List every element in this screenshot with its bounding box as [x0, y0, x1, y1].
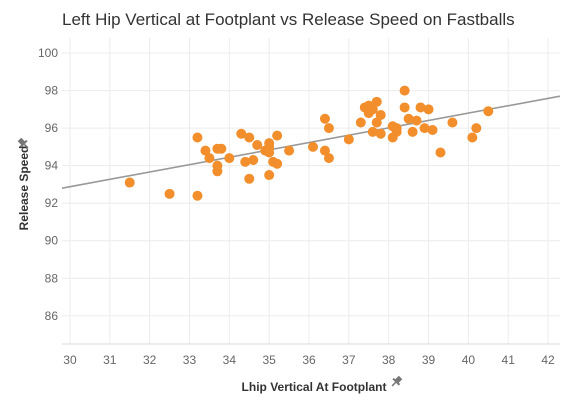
x-tick-label: 42 [541, 353, 555, 367]
data-point[interactable] [248, 155, 259, 166]
data-point[interactable] [200, 145, 211, 156]
data-point[interactable] [307, 141, 318, 152]
grid-lines [62, 38, 560, 345]
x-tick-label: 32 [143, 353, 157, 367]
data-point[interactable] [272, 158, 283, 169]
data-point[interactable] [471, 123, 482, 134]
data-point[interactable] [264, 147, 275, 158]
y-tick-label: 88 [45, 271, 59, 285]
data-point[interactable] [371, 96, 382, 107]
data-point[interactable] [244, 132, 255, 143]
data-point[interactable] [375, 109, 386, 120]
data-point[interactable] [399, 85, 410, 96]
trend-line[interactable] [61, 95, 561, 189]
data-point[interactable] [244, 173, 255, 184]
y-axis-pin-icon[interactable] [16, 136, 31, 151]
data-point[interactable] [319, 113, 330, 124]
y-tick-label: 98 [45, 84, 59, 98]
x-tick-label: 38 [382, 353, 396, 367]
x-tick-label: 31 [103, 353, 117, 367]
x-tick-label: 41 [502, 353, 516, 367]
data-point[interactable] [164, 188, 175, 199]
trend-line-group [61, 95, 561, 189]
x-axis-pin-icon[interactable] [389, 374, 404, 389]
data-point[interactable] [447, 117, 458, 128]
y-tick-label: 100 [38, 46, 58, 60]
data-point[interactable] [204, 153, 215, 164]
x-tick-label: 33 [183, 353, 197, 367]
data-point[interactable] [483, 106, 494, 117]
x-tick-label: 35 [262, 353, 276, 367]
x-tick-label: 30 [63, 353, 77, 367]
data-point[interactable] [435, 147, 446, 158]
data-point[interactable] [240, 156, 251, 167]
x-tick-label: 40 [462, 353, 476, 367]
x-axis-title: Lhip Vertical At Footplant [242, 380, 387, 394]
data-point[interactable] [264, 170, 275, 181]
data-point[interactable] [192, 132, 203, 143]
data-point[interactable] [375, 128, 386, 139]
data-point[interactable] [192, 190, 203, 201]
x-axis-ticks: 30 31 32 33 34 35 36 37 38 39 40 41 42 [63, 353, 555, 367]
data-point[interactable] [224, 153, 235, 164]
y-tick-label: 86 [45, 309, 59, 323]
y-tick-label: 92 [45, 196, 59, 210]
x-tick-label: 39 [422, 353, 436, 367]
data-point[interactable] [391, 123, 402, 134]
data-point[interactable] [415, 102, 426, 113]
data-point[interactable] [319, 145, 330, 156]
data-point[interactable] [264, 138, 275, 149]
data-point[interactable] [323, 153, 334, 164]
data-point[interactable] [403, 113, 414, 124]
data-point[interactable] [427, 124, 438, 135]
y-tick-label: 90 [45, 234, 59, 248]
data-point[interactable] [212, 166, 223, 177]
chart-title: Left Hip Vertical at Footplant vs Releas… [62, 10, 515, 29]
data-point[interactable] [419, 123, 430, 134]
x-tick-label: 34 [223, 353, 237, 367]
data-point[interactable] [371, 117, 382, 128]
data-point[interactable] [367, 104, 378, 115]
y-tick-label: 96 [45, 121, 59, 135]
data-point[interactable] [236, 128, 247, 139]
y-axis-title: Release Speed [17, 146, 31, 231]
data-point[interactable] [343, 134, 354, 145]
x-axis-title-group: Lhip Vertical At Footplant [242, 374, 404, 394]
data-point[interactable] [411, 115, 422, 126]
data-point[interactable] [407, 126, 418, 137]
data-point[interactable] [467, 132, 478, 143]
data-point[interactable] [367, 126, 378, 137]
data-point[interactable] [423, 104, 434, 115]
data-point[interactable] [272, 130, 283, 141]
y-axis-title-group: Release Speed [17, 146, 31, 231]
data-point[interactable] [323, 123, 334, 134]
data-point[interactable] [355, 117, 366, 128]
data-point[interactable] [216, 143, 227, 154]
data-point[interactable] [252, 140, 263, 151]
x-tick-label: 37 [342, 353, 356, 367]
data-points [124, 85, 494, 201]
data-point[interactable] [124, 177, 135, 188]
data-point[interactable] [399, 102, 410, 113]
y-tick-label: 94 [45, 159, 59, 173]
data-point[interactable] [284, 145, 295, 156]
y-axis-ticks: 86 88 90 92 94 96 98 100 [38, 46, 58, 323]
x-tick-label: 36 [302, 353, 316, 367]
